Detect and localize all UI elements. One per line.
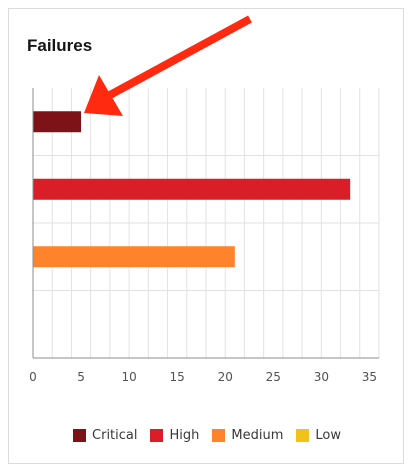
legend-swatch	[296, 429, 310, 442]
chart-grid	[33, 88, 380, 358]
legend-label: Medium	[231, 428, 284, 443]
arrow-shaft	[108, 15, 252, 99]
arrow-head-icon	[84, 75, 123, 116]
chart-bars	[33, 111, 351, 268]
legend-item-low[interactable]: Low	[296, 428, 341, 443]
legend-swatch	[73, 429, 87, 442]
chart-axes	[32, 88, 379, 359]
x-tick-label: 0	[29, 370, 37, 384]
x-tick-label: 25	[266, 370, 281, 384]
x-tick-label: 5	[77, 370, 85, 384]
bar-critical[interactable]	[33, 111, 82, 133]
x-tick-label: 30	[314, 370, 329, 384]
x-tick-label: 15	[170, 370, 185, 384]
x-tick-label: 20	[218, 370, 233, 384]
chart-title: Failures	[27, 36, 93, 55]
bar-medium[interactable]	[33, 246, 235, 268]
x-axis-ticks: 0 5 10 15 20 25 30 35	[29, 370, 377, 384]
legend-item-critical[interactable]: Critical	[73, 428, 137, 443]
legend-item-medium[interactable]: Medium	[212, 428, 283, 443]
legend-label: Low	[315, 428, 341, 443]
x-tick-label: 10	[121, 370, 136, 384]
bar-high[interactable]	[33, 178, 351, 200]
annotation-arrow	[84, 15, 252, 116]
legend-swatch	[150, 429, 164, 442]
legend-label: High	[169, 428, 200, 443]
legend-label: Critical	[92, 428, 138, 443]
x-tick-label: 35	[362, 370, 377, 384]
legend-item-high[interactable]: High	[150, 428, 199, 443]
legend-swatch	[212, 429, 226, 442]
chart-legend: Critical High Medium Low	[0, 428, 414, 443]
